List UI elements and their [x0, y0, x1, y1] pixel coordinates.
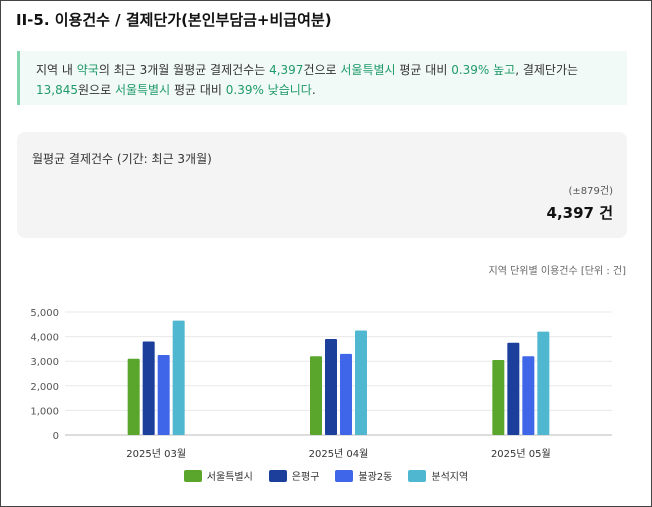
legend-item: 은평구	[268, 468, 320, 483]
summary-text: 원으로	[78, 83, 115, 97]
summary-highlight-region: 서울특별시	[114, 83, 171, 97]
bar-chart: 0 1,000 2,000 3,000 4,000 5,000 2025년 03월 2025년…	[30, 308, 612, 460]
y-tick-label: 2,000	[30, 382, 59, 393]
y-tick-label: 4,000	[30, 333, 59, 344]
summary-highlight-region: 서울특별시	[340, 63, 396, 77]
legend-swatch	[408, 469, 427, 482]
bar-0-2	[492, 359, 505, 435]
card-title: 월평균 결제건수 (기간: 최근 3개월)	[32, 152, 212, 166]
x-tick-label: 2025년 03월	[126, 448, 186, 460]
legend-item: 불광2동	[335, 468, 392, 483]
legend-item: 서울특별시	[183, 468, 253, 483]
card-value: 4,397 건	[546, 204, 613, 222]
summary-highlight-count: 4,397	[269, 63, 304, 77]
legend-label: 은평구	[291, 472, 320, 483]
page-title: II-5. 이용건수 / 결제단가(본인부담금+비급여분)	[16, 11, 332, 29]
bar-0-0	[127, 358, 140, 435]
bar-3-2	[537, 331, 550, 435]
summary-highlight-pharmacy: 약국	[76, 63, 99, 77]
bar-2-2	[522, 356, 535, 435]
bar-1-1	[325, 339, 337, 435]
summary-text: 건으로	[303, 63, 341, 77]
summary-highlight-unit-price: 13,845	[36, 83, 78, 97]
bar-2-0	[157, 355, 170, 435]
bar-0-1	[310, 356, 322, 435]
legend-swatch	[268, 469, 287, 482]
x-tick-label: 2025년 04월	[309, 448, 369, 460]
x-tick-label: 2025년 05월	[491, 448, 551, 460]
summary-highlight-higher: 0.39% 높고	[451, 63, 516, 77]
y-tick-label: 5,000	[30, 308, 59, 319]
bar-2-1	[340, 353, 352, 435]
monthly-average-card: 월평균 결제건수 (기간: 최근 3개월) (±879건) 4,397 건	[17, 132, 627, 238]
card-deviation: (±879건)	[568, 186, 613, 197]
summary-text: , 결제단가는	[515, 63, 579, 77]
summary-text: 평균 대비	[170, 83, 226, 97]
legend-label: 분석지역	[431, 472, 469, 483]
chart-legend: 서울특별시 은평구 불광2동 분석지역	[0, 468, 652, 483]
summary-text: 의 최근 3개월 월평균 결제건수는	[98, 63, 270, 77]
bar-3-0	[172, 320, 185, 435]
legend-label: 서울특별시	[206, 472, 253, 483]
summary-text: .	[311, 83, 316, 97]
summary-text: 지역 내	[36, 63, 77, 77]
legend-item: 분석지역	[408, 468, 468, 483]
chart-unit-note: 지역 단위별 이용건수 [단위 : 건]	[488, 266, 626, 277]
summary-text: 평균 대비	[395, 63, 452, 77]
summary-box: 지역 내 약국의 최근 3개월 월평균 결제건수는 4,397건으로 서울특별시…	[17, 51, 627, 105]
y-tick-label: 1,000	[30, 406, 59, 417]
bar-1-0	[142, 341, 155, 435]
y-tick-label: 3,000	[30, 357, 59, 368]
legend-swatch	[183, 469, 202, 482]
bar-3-1	[355, 330, 367, 435]
summary-highlight-lower: 0.39% 낮습니다	[225, 83, 312, 97]
legend-swatch	[335, 469, 354, 482]
y-tick-label: 0	[53, 431, 59, 442]
legend-label: 불광2동	[358, 472, 393, 483]
bar-1-2	[507, 342, 520, 435]
